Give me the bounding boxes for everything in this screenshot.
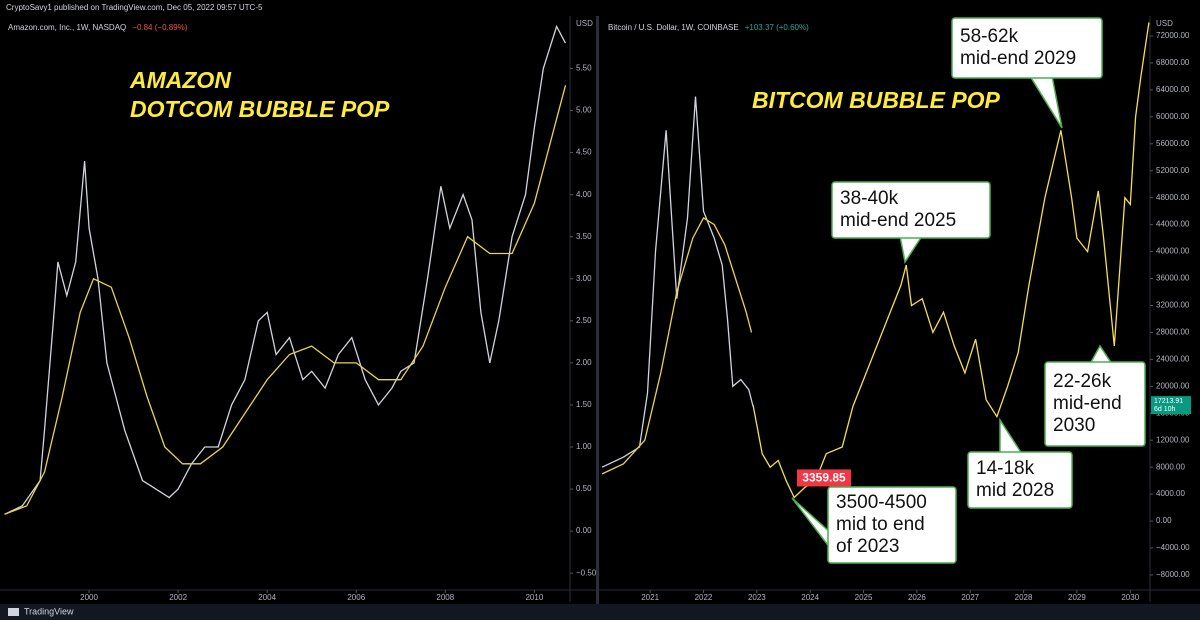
- callout-text: 2030: [1053, 415, 1095, 436]
- y-tick-label: 44000.00: [1156, 220, 1190, 229]
- low-marker-box: [797, 469, 851, 487]
- annotation: BITCOM BUBBLE POP: [752, 87, 1001, 113]
- y-tick-label: 2.50: [576, 316, 592, 325]
- y-tick-label: 1.00: [576, 442, 592, 451]
- x-tick-label: 2028: [1015, 593, 1033, 602]
- y-tick-label: 48000.00: [1156, 193, 1190, 202]
- y-tick-label: 2.00: [576, 358, 592, 367]
- x-tick-label: 2023: [748, 593, 766, 602]
- logo: [8, 608, 19, 616]
- low-marker-label: 3359.85: [802, 471, 846, 485]
- y-tick-label: 72000.00: [1156, 31, 1190, 40]
- y-tick-label: 32000.00: [1156, 301, 1190, 310]
- last-price-box: [1151, 396, 1191, 415]
- y-tick-label: 20000.00: [1156, 381, 1190, 390]
- y-tick-label: 24000.00: [1156, 354, 1190, 363]
- last-price-label: 17213.91: [1154, 398, 1183, 405]
- chart-title: Bitcoin / U.S. Dollar, 1W, COINBASE: [608, 23, 739, 32]
- callout-text: 58-62k: [960, 26, 1019, 47]
- x-tick-label: 2004: [258, 593, 276, 602]
- axis-unit: USD: [1156, 19, 1173, 28]
- annotation: DOTCOM BUBBLE POP: [130, 96, 390, 122]
- y-tick-label: 0.50: [576, 484, 592, 493]
- price-change: −0.84 (−0.89%): [132, 23, 187, 32]
- y-tick-label: 60000.00: [1156, 112, 1190, 121]
- footer-bar: [0, 604, 1200, 620]
- price-line: [601, 216, 753, 475]
- x-tick-label: 2029: [1068, 593, 1086, 602]
- y-tick-label: 0.00: [576, 526, 592, 535]
- price-line: [601, 96, 754, 468]
- y-tick-label: 4000.00: [1156, 489, 1185, 498]
- x-tick-label: 2027: [961, 593, 979, 602]
- axis-unit: USD: [576, 19, 593, 28]
- x-tick-label: 2021: [641, 593, 659, 602]
- callout-text: mid-end: [1053, 393, 1122, 414]
- x-tick-label: 2008: [436, 593, 454, 602]
- price-line: [4, 85, 567, 515]
- x-tick-label: 2010: [525, 593, 543, 602]
- x-tick-label: 2025: [855, 593, 873, 602]
- x-tick-label: 2022: [695, 593, 713, 602]
- callout-box: [827, 486, 957, 564]
- chart: Bitcoin / U.S. Dollar, 1W, COINBASE +103.…: [600, 16, 1200, 602]
- header: CryptoSavy1 published on TradingView.com…: [6, 3, 263, 12]
- y-tick-label: 5.00: [576, 106, 592, 115]
- chart: Amazon.com, Inc., 1W, NASDAQ −0.84 (−0.89…: [0, 16, 620, 602]
- x-tick-label: 2030: [1121, 593, 1139, 602]
- y-tick-label: 52000.00: [1156, 166, 1190, 175]
- x-tick-label: 2026: [908, 593, 926, 602]
- y-tick-label: 5.50: [576, 64, 592, 73]
- callout-text: mid to end: [836, 514, 925, 535]
- x-tick-label: 2000: [80, 593, 98, 602]
- x-tick-label: 2002: [169, 593, 187, 602]
- callout-text: 3500-4500: [836, 492, 927, 513]
- chart-title: Amazon.com, Inc., 1W, NASDAQ: [8, 23, 126, 32]
- y-tick-label: 28000.00: [1156, 328, 1190, 337]
- y-tick-label: 12000.00: [1156, 435, 1190, 444]
- y-tick-label: 64000.00: [1156, 85, 1190, 94]
- y-tick-label: 40000.00: [1156, 247, 1190, 256]
- charts: Amazon.com, Inc., 1W, NASDAQ −0.84 (−0.89…: [0, 16, 1200, 602]
- y-tick-label: −4000.00: [1156, 543, 1190, 552]
- y-tick-label: 0.00: [1156, 516, 1172, 525]
- callout-text: 38-40k: [840, 188, 899, 209]
- annotation: AMAZON: [129, 67, 231, 93]
- pane-divider: [596, 16, 599, 604]
- x-tick-label: 2006: [347, 593, 365, 602]
- y-tick-label: 4.50: [576, 148, 592, 157]
- x-tick-label: 2024: [801, 593, 819, 602]
- y-tick-label: 56000.00: [1156, 139, 1190, 148]
- price-change: +103.37 (+0.60%): [745, 23, 809, 32]
- y-tick-label: 4.00: [576, 190, 592, 199]
- y-tick-label: 1.50: [576, 400, 592, 409]
- callout-text: mid-end 2029: [960, 48, 1076, 69]
- y-tick-label: 68000.00: [1156, 58, 1190, 67]
- y-tick-label: 8000.00: [1156, 462, 1185, 471]
- callout-text: 14-18k: [976, 458, 1035, 479]
- countdown: 6d 10h: [1154, 406, 1176, 413]
- y-tick-label: −0.50: [576, 568, 597, 577]
- y-tick-label: 36000.00: [1156, 274, 1190, 283]
- y-tick-label: −8000.00: [1156, 570, 1190, 579]
- price-line: [4, 24, 567, 515]
- callout-box: [831, 181, 991, 239]
- callout-text: mid-end 2025: [840, 210, 956, 231]
- callout-box: [1044, 361, 1146, 447]
- callout-text: of 2023: [836, 536, 899, 557]
- callout-box: [951, 17, 1103, 79]
- callout-text: 22-26k: [1053, 371, 1112, 392]
- callout-box: [967, 451, 1073, 509]
- footer: TradingView: [24, 606, 74, 616]
- callout-text: mid 2028: [976, 480, 1054, 501]
- y-tick-label: 3.50: [576, 232, 592, 241]
- y-tick-label: 3.00: [576, 274, 592, 283]
